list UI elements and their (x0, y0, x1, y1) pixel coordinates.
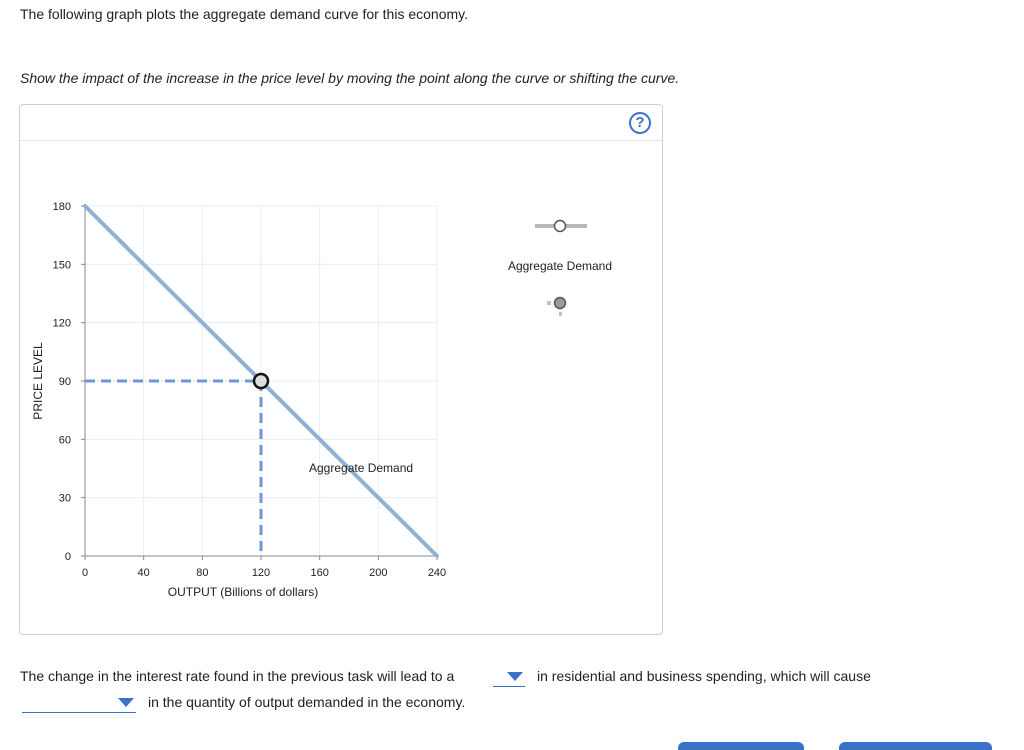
y-tick-label: 120 (53, 318, 71, 330)
y-tick-label: 180 (53, 201, 71, 213)
y-tick-label: 60 (59, 434, 71, 446)
y-tick-label: 90 (59, 376, 71, 388)
x-tick-label: 0 (82, 567, 88, 579)
panel-toolbar: ? (20, 105, 662, 141)
intro-text: The following graph plots the aggregate … (20, 6, 468, 22)
question-text-2: in residential and business spending, wh… (537, 668, 871, 684)
y-tick-label: 0 (65, 551, 71, 563)
curve-label: Aggregate Demand (309, 461, 413, 475)
instruction-text: Show the impact of the increase in the p… (20, 70, 680, 86)
palette-point-tool[interactable] (553, 296, 567, 310)
x-tick-label: 120 (252, 567, 270, 579)
output-change-dropdown[interactable] (22, 694, 136, 713)
question-text-3: in the quantity of output demanded in th… (148, 694, 466, 710)
equilibrium-point[interactable] (252, 372, 270, 390)
chevron-down-icon (118, 698, 134, 707)
y-tick-label: 30 (59, 493, 71, 505)
x-tick-label: 80 (196, 567, 208, 579)
palette-line-handle (553, 219, 567, 233)
question-text-1: The change in the interest rate found in… (20, 668, 455, 684)
x-tick-label: 40 (138, 567, 150, 579)
action-button-1[interactable] (678, 742, 804, 750)
action-button-2[interactable] (839, 742, 992, 750)
x-tick-label: 200 (369, 567, 387, 579)
x-tick-label: 160 (310, 567, 328, 579)
palette-point-dash (547, 301, 551, 305)
palette-point-dash (559, 312, 562, 316)
x-axis-label: OUTPUT (Billions of dollars) (168, 585, 318, 599)
palette-label: Aggregate Demand (508, 259, 612, 273)
chevron-down-icon (507, 672, 523, 681)
y-axis-label: PRICE LEVEL (31, 342, 45, 420)
x-tick-label: 240 (428, 567, 446, 579)
y-tick-label: 150 (53, 259, 71, 271)
chart-svg: 0 40 80 120 160 200 240 0 30 60 90 120 150 180 OUTPUT… (31, 201, 612, 599)
help-icon[interactable]: ? (629, 112, 651, 134)
spending-change-dropdown[interactable] (493, 668, 525, 687)
graph-panel: ? 0 40 80 120 160 200 240 0 30 60 90 120 150 180 OUTP… (19, 104, 663, 635)
